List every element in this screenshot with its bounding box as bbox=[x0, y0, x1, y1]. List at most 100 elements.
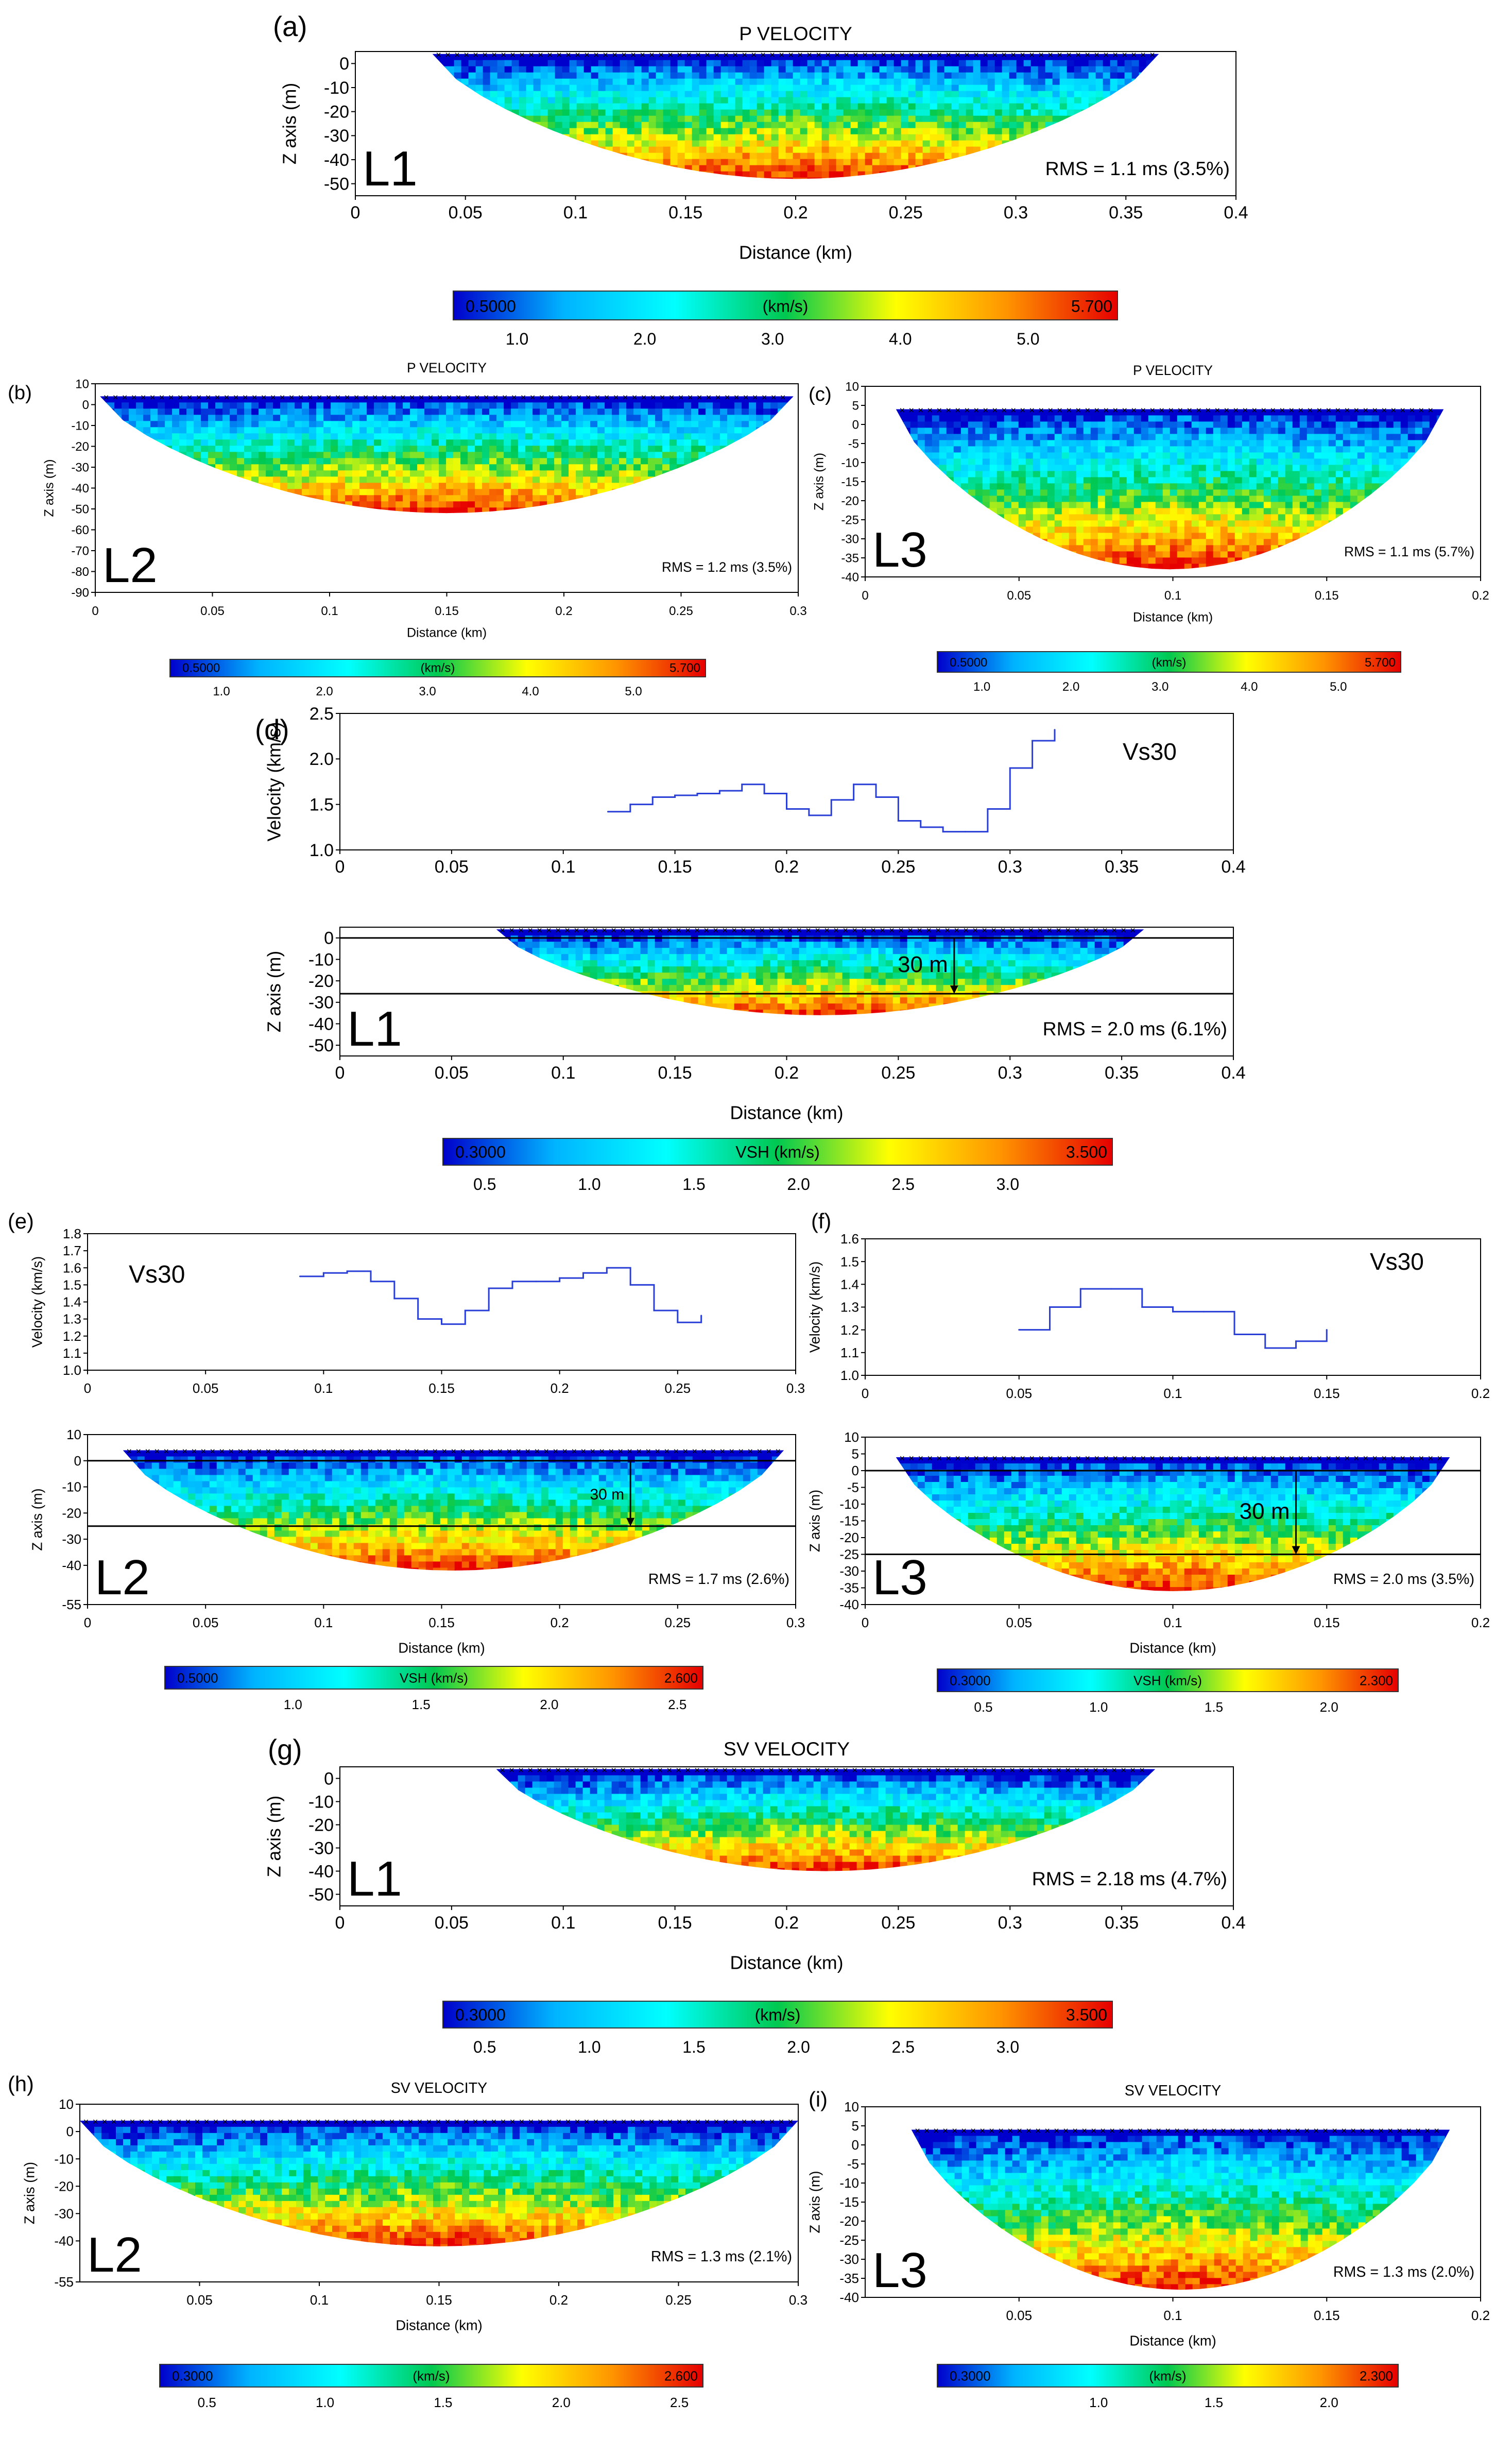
x-axis-label: Distance (km) bbox=[1129, 1640, 1216, 1656]
receiver-marker: × bbox=[583, 925, 589, 935]
receiver-marker: × bbox=[1251, 405, 1257, 415]
colorbar-max-label: 5.700 bbox=[1071, 297, 1112, 315]
receiver-marker: × bbox=[484, 392, 489, 402]
receiver-marker: × bbox=[460, 1446, 466, 1456]
y-tick-label: -35 bbox=[839, 2271, 859, 2286]
receiver-marker: × bbox=[989, 2125, 994, 2136]
receiver-marker: × bbox=[419, 392, 424, 402]
y-tick-label: 1.5 bbox=[63, 1277, 81, 1292]
receiver-marker: × bbox=[593, 2117, 599, 2127]
colorbar-unit-label: (km/s) bbox=[1149, 2368, 1186, 2384]
depth-arrowhead bbox=[626, 1518, 635, 1526]
y-tick-label: -25 bbox=[841, 513, 859, 527]
colorbar-gradient bbox=[159, 2364, 703, 2388]
receiver-marker: × bbox=[191, 1446, 197, 1456]
receiver-marker: × bbox=[676, 925, 681, 935]
receiver-marker: × bbox=[376, 1446, 382, 1456]
receiver-marker: × bbox=[1093, 925, 1098, 935]
y-tick-label: -40 bbox=[308, 1862, 334, 1881]
receiver-marker: × bbox=[982, 1765, 987, 1776]
receiver-marker: × bbox=[491, 50, 497, 60]
receiver-marker: × bbox=[899, 50, 905, 60]
receiver-marker: × bbox=[574, 925, 579, 935]
y-tick-label: 0 bbox=[852, 418, 859, 432]
x-tick-label: 0.05 bbox=[1007, 589, 1031, 603]
receiver-marker: × bbox=[641, 392, 647, 402]
receiver-marker: × bbox=[1102, 925, 1108, 935]
receiver-marker: × bbox=[935, 1765, 941, 1776]
colorbar-unit-label: (km/s) bbox=[755, 2005, 801, 2024]
receiver-marker: × bbox=[1007, 2125, 1013, 2136]
y-tick-label: 0 bbox=[339, 54, 349, 74]
receiver-marker: × bbox=[289, 392, 295, 402]
receiver-marker: × bbox=[732, 2117, 738, 2127]
colorbar-min-label: 0.5000 bbox=[177, 1670, 218, 1686]
receiver-marker: × bbox=[121, 2117, 126, 2127]
receiver-marker: × bbox=[1418, 1453, 1424, 1463]
receiver-marker: × bbox=[497, 1446, 503, 1456]
receiver-marker: × bbox=[1415, 2125, 1421, 2136]
colorbar: 0.3000 3.500 VSH (km/s) 0.5 1.0 1.5 2.0 2.5 3.0 bbox=[442, 1138, 1113, 1194]
receiver-marker: × bbox=[228, 1446, 234, 1456]
receiver-marker: × bbox=[1434, 2125, 1439, 2136]
receiver-marker: × bbox=[528, 50, 534, 60]
y-tick-label: -20 bbox=[308, 971, 334, 991]
receiver-marker: × bbox=[409, 392, 415, 402]
y-tick-label: -10 bbox=[62, 1479, 81, 1495]
receiver-marker: × bbox=[298, 392, 304, 402]
receiver-marker: × bbox=[426, 2117, 432, 2127]
x-tick-label: 0.3 bbox=[786, 1615, 805, 1630]
receiver-marker: × bbox=[1119, 2125, 1124, 2136]
receiver-marker: × bbox=[389, 2117, 395, 2127]
y-tick-label: 1.2 bbox=[63, 1328, 81, 1344]
receiver-marker: × bbox=[380, 2117, 386, 2127]
receiver-marker: × bbox=[852, 1765, 857, 1776]
receiver-marker: × bbox=[853, 50, 858, 60]
y-tick-label: -35 bbox=[841, 551, 859, 565]
receiver-marker: × bbox=[1103, 405, 1109, 415]
x-tick-label: 0.1 bbox=[1163, 1615, 1182, 1630]
receiver-marker: × bbox=[243, 392, 248, 402]
colorbar-max-label: 5.700 bbox=[1365, 656, 1396, 670]
x-tick-label: 0.4 bbox=[1221, 1063, 1245, 1083]
panel-label: (e) bbox=[8, 1209, 34, 1233]
receiver-marker: × bbox=[590, 1446, 595, 1456]
line-label: L2 bbox=[95, 1550, 150, 1605]
receiver-marker: × bbox=[1270, 1453, 1276, 1463]
x-tick-label: 0.2 bbox=[549, 2292, 568, 2308]
receiver-marker: × bbox=[935, 925, 941, 935]
receiver-marker: × bbox=[564, 1765, 570, 1776]
section-title: P VELOCITY bbox=[1133, 363, 1213, 378]
receiver-marker: × bbox=[1156, 2125, 1161, 2136]
depth-annotation: 30 m bbox=[1240, 1498, 1290, 1524]
receiver-marker: × bbox=[130, 2117, 135, 2127]
receiver-marker: × bbox=[1409, 1453, 1415, 1463]
receiver-marker: × bbox=[1038, 405, 1044, 415]
receiver-marker: × bbox=[713, 925, 718, 935]
receiver-marker: × bbox=[1091, 2125, 1096, 2136]
receiver-marker: × bbox=[173, 1446, 178, 1456]
receiver-marker: × bbox=[686, 50, 692, 60]
receiver-marker: × bbox=[722, 1765, 728, 1776]
receiver-marker: × bbox=[1075, 50, 1081, 60]
x-tick-label: 0.15 bbox=[668, 203, 702, 223]
x-tick-label: 0.15 bbox=[428, 1380, 455, 1396]
receiver-marker: × bbox=[621, 50, 627, 60]
x-tick-label: 0 bbox=[862, 1615, 869, 1630]
y-tick-label: 1.2 bbox=[840, 1322, 859, 1338]
receiver-marker: × bbox=[768, 925, 774, 935]
receiver-marker: × bbox=[1047, 50, 1053, 60]
receiver-marker: × bbox=[1335, 1453, 1341, 1463]
colorbar: 0.5000 2.600 VSH (km/s) 1.0 1.5 2.0 2.5 bbox=[164, 1666, 703, 1712]
receiver-marker: × bbox=[936, 405, 942, 415]
receiver-marker: × bbox=[722, 925, 728, 935]
colorbar-tick-label: 1.0 bbox=[578, 2038, 600, 2056]
plot-frame bbox=[339, 713, 1234, 850]
receiver-marker: × bbox=[983, 1453, 988, 1463]
receiver-marker: × bbox=[528, 2117, 534, 2127]
receiver-marker: × bbox=[806, 50, 812, 60]
receiver-marker: × bbox=[330, 1446, 336, 1456]
receiver-marker: × bbox=[1332, 2125, 1337, 2136]
receiver-marker: × bbox=[473, 2117, 478, 2127]
receiver-marker: × bbox=[339, 1446, 345, 1456]
